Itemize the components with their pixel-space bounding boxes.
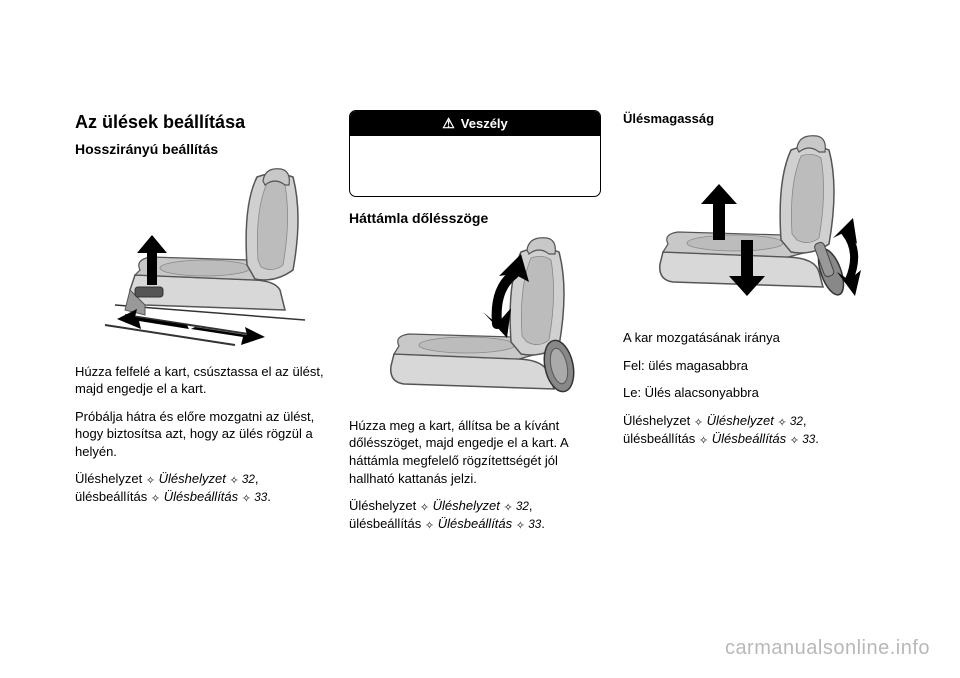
column-3: Ülésmagasság A kar mozgatásának iránya F…: [623, 110, 875, 543]
ref-text: ülésbeállítás: [349, 516, 425, 531]
ref-text: Üléshelyzet: [349, 498, 420, 513]
para-try-move: Próbálja hátra és előre mozgatni az ülés…: [75, 408, 327, 461]
heading-seat-height: Ülésmagasság: [623, 110, 875, 128]
ref-text: ülésbeállítás: [623, 431, 699, 446]
link-arrow-icon: ✧: [699, 434, 708, 449]
column-2: ⚠ Veszély Háttámla dőlésszöge: [349, 110, 601, 543]
danger-label: Veszély: [461, 115, 508, 133]
heading-backrest: Háttámla dőlésszöge: [349, 209, 601, 228]
ref-text: ülésbeállítás: [75, 489, 151, 504]
figure-backrest-tilt: [349, 234, 601, 404]
figure-seat-height: [623, 132, 875, 317]
para-lever-direction: A kar mozgatásának iránya: [623, 329, 875, 347]
link-arrow-icon: ✧: [777, 416, 786, 431]
link-arrow-icon: ✧: [516, 519, 525, 534]
warning-icon: ⚠: [442, 114, 455, 133]
ref-dot: .: [267, 489, 271, 504]
ref-comma: ,: [529, 498, 533, 513]
ref-page: 32: [513, 500, 529, 513]
para-pull-handle: Húzza felfelé a kart, csúsztassa el az ü…: [75, 363, 327, 398]
ref-link: Üléshelyzet: [155, 471, 229, 486]
heading-longitudinal: Hosszirányú beállítás: [75, 140, 327, 159]
ref-link: Ülésbeállítás: [160, 489, 242, 504]
link-arrow-icon: ✧: [425, 519, 434, 534]
ref-page: 33: [251, 491, 267, 504]
link-arrow-icon: ✧: [694, 416, 703, 431]
ref-text: Üléshelyzet: [75, 471, 146, 486]
ref-dot: .: [541, 516, 545, 531]
ref-link: Ülésbeállítás: [708, 431, 790, 446]
link-arrow-icon: ✧: [503, 501, 512, 516]
ref-comma: ,: [803, 413, 807, 428]
danger-box: ⚠ Veszély: [349, 110, 601, 197]
ref-page: 33: [525, 518, 541, 531]
para-ref-1: Üléshelyzet ✧ Üléshelyzet ✧ 32, ülésbeál…: [75, 470, 327, 506]
link-arrow-icon: ✧: [146, 474, 155, 489]
figure-seat-slide: [75, 165, 327, 350]
ref-link: Ülésbeállítás: [434, 516, 516, 531]
ref-page: 33: [799, 433, 815, 446]
para-ref-2: Üléshelyzet ✧ Üléshelyzet ✧ 32, ülésbeál…: [349, 497, 601, 533]
column-1: Az ülések beállítása Hosszirányú beállít…: [75, 110, 327, 543]
para-ref-3: Üléshelyzet ✧ Üléshelyzet ✧ 32, ülésbeál…: [623, 412, 875, 448]
watermark: carmanualsonline.info: [725, 637, 930, 660]
para-down: Le: Ülés alacsonyabbra: [623, 384, 875, 402]
link-arrow-icon: ✧: [420, 501, 429, 516]
danger-body: [350, 136, 600, 197]
para-backrest: Húzza meg a kart, állítsa be a kívánt dő…: [349, 417, 601, 487]
ref-comma: ,: [255, 471, 259, 486]
link-arrow-icon: ✧: [229, 474, 238, 489]
link-arrow-icon: ✧: [790, 434, 799, 449]
danger-header: ⚠ Veszély: [350, 111, 600, 136]
para-up: Fel: ülés magasabbra: [623, 357, 875, 375]
link-arrow-icon: ✧: [151, 492, 160, 507]
ref-dot: .: [815, 431, 819, 446]
heading-seat-adjustment: Az ülések beállítása: [75, 110, 327, 134]
ref-text: Üléshelyzet: [623, 413, 694, 428]
ref-link: Üléshelyzet: [703, 413, 777, 428]
ref-page: 32: [787, 415, 803, 428]
ref-link: Üléshelyzet: [429, 498, 503, 513]
ref-page: 32: [239, 473, 255, 486]
link-arrow-icon: ✧: [242, 492, 251, 507]
